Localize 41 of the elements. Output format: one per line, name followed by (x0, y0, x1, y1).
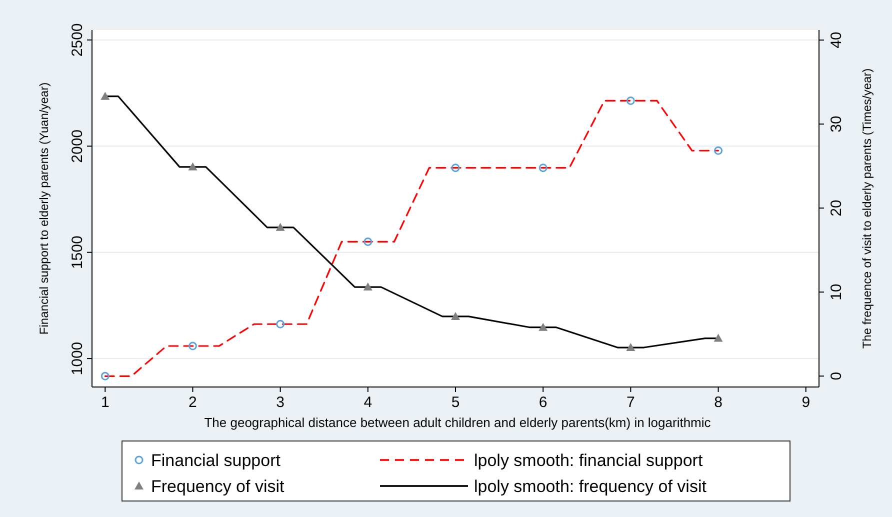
legend-label: lpoly smooth: frequency of visit (474, 477, 707, 496)
y-axis-title: Financial support to elderly parents (Yuan/year) (37, 82, 51, 335)
x-tick-label: 9 (802, 394, 810, 411)
point (188, 162, 198, 170)
y-tick-label: 1000 (69, 342, 86, 376)
x-tick-label: 3 (276, 394, 284, 411)
point (451, 164, 460, 172)
legend-label: lpoly smooth: financial support (474, 451, 703, 470)
legend-label: Frequency of visit (151, 477, 284, 496)
point (276, 320, 285, 328)
x-tick-label: 7 (626, 394, 635, 411)
x-axis-title: The geographical distance between adult children and elderly parents(km) in logarithmic (204, 415, 712, 430)
x-tick-label: 8 (714, 394, 722, 411)
point (100, 92, 110, 100)
y-tick-label: 2500 (69, 23, 86, 57)
point (100, 372, 110, 380)
legend-label: Financial support (151, 451, 281, 470)
point (626, 96, 635, 105)
point (364, 237, 372, 246)
x-tick-label: 1 (100, 394, 110, 411)
y2-tick-label: 30 (828, 116, 845, 132)
y2-tick-label: 0 (828, 372, 845, 380)
point (538, 322, 548, 331)
x-tick-label: 4 (364, 394, 372, 411)
y2-axis-title: The frequence of visit to elderly parents (Times/year) (860, 68, 874, 349)
y2-tick-label: 40 (828, 32, 845, 48)
y2-tick-label: 20 (828, 200, 845, 216)
x-tick-label: 2 (188, 394, 197, 411)
point (276, 222, 285, 231)
y-tick-label: 2000 (69, 129, 86, 163)
point (188, 342, 197, 350)
y-tick-label: 1500 (69, 236, 86, 270)
point (714, 334, 723, 342)
point (538, 164, 548, 172)
point (363, 282, 372, 291)
y2-tick-label: 10 (828, 284, 845, 300)
x-tick-label: 5 (451, 394, 460, 411)
point (714, 146, 723, 155)
point (626, 343, 636, 352)
x-tick-label: 6 (538, 394, 548, 411)
point (451, 312, 460, 320)
